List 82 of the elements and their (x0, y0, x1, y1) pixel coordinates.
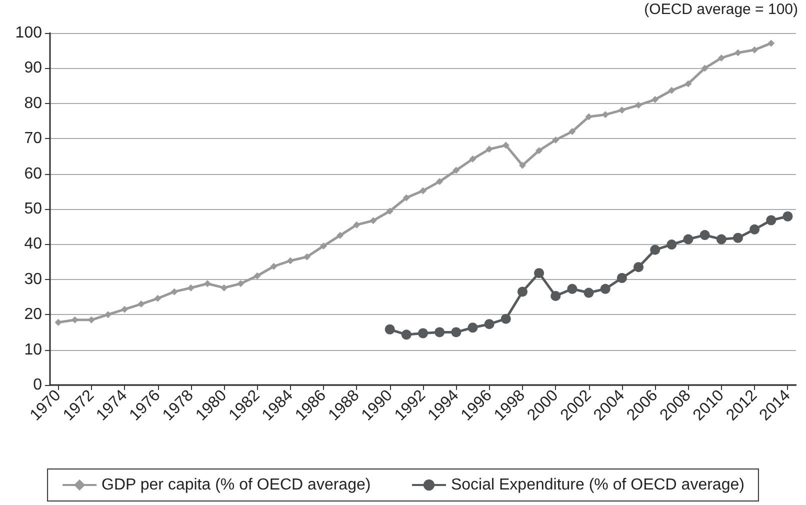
point (534, 268, 544, 278)
point (585, 113, 592, 120)
point (451, 327, 462, 338)
y-tick-label: 80 (24, 94, 42, 112)
point (684, 80, 692, 88)
point (552, 136, 560, 144)
y-tick-label: 0 (33, 376, 42, 394)
point (500, 314, 511, 324)
point (634, 262, 644, 272)
legend-label: Social Expenditure (% of OECD average) (450, 476, 744, 494)
point (732, 232, 743, 243)
point (187, 284, 194, 292)
point (220, 284, 228, 292)
point (469, 156, 476, 163)
point (486, 146, 493, 153)
point (270, 262, 278, 270)
point (402, 194, 410, 202)
point (618, 106, 626, 114)
point (286, 257, 294, 264)
point (104, 311, 112, 318)
point (718, 54, 725, 62)
point (154, 294, 162, 302)
point (468, 322, 478, 333)
point (700, 230, 710, 240)
point (701, 64, 708, 72)
point (616, 272, 627, 283)
point (517, 286, 528, 297)
point (384, 324, 395, 334)
point (650, 244, 660, 255)
y-tick-label: 90 (24, 60, 42, 77)
y-tick-label: 40 (24, 236, 42, 253)
y-tick-label: 30 (24, 270, 42, 288)
point (418, 328, 428, 338)
y-tick-label: 70 (24, 130, 42, 148)
point (668, 86, 676, 94)
point (568, 128, 576, 136)
point (567, 284, 578, 294)
point (518, 162, 526, 169)
point (420, 187, 426, 194)
point (237, 280, 244, 288)
point (353, 221, 360, 228)
y-tick-label: 100 (15, 24, 42, 42)
point (452, 166, 460, 174)
point (254, 272, 261, 280)
point (750, 224, 760, 234)
point (635, 102, 642, 109)
point (370, 217, 377, 224)
point (666, 240, 677, 250)
point (550, 290, 561, 301)
point (766, 215, 776, 226)
point (652, 96, 659, 104)
point (751, 46, 758, 54)
point (484, 319, 494, 330)
point (434, 327, 445, 338)
point (121, 306, 128, 313)
legend-label: GDP per capita (% of OECD average) (102, 476, 371, 494)
point (584, 288, 594, 298)
point (336, 232, 344, 239)
point (734, 49, 742, 56)
point (436, 178, 444, 186)
point (54, 318, 62, 326)
point (138, 300, 145, 308)
point (320, 242, 328, 250)
point (204, 280, 211, 288)
point (71, 316, 78, 324)
point (303, 253, 310, 260)
y-tick-label: 10 (24, 341, 42, 358)
y-tick-label: 50 (24, 200, 42, 218)
point (683, 234, 694, 244)
y-tick-label: 60 (24, 165, 42, 182)
point (401, 330, 412, 340)
point (782, 211, 793, 222)
point (170, 288, 178, 296)
point (536, 147, 543, 154)
point (716, 234, 726, 244)
text: (OECD average = 100) (644, 1, 798, 18)
point (386, 208, 394, 215)
y-tick-label: 20 (24, 306, 42, 324)
point (600, 284, 610, 294)
point (602, 111, 609, 118)
point (502, 142, 510, 149)
point (768, 40, 775, 47)
